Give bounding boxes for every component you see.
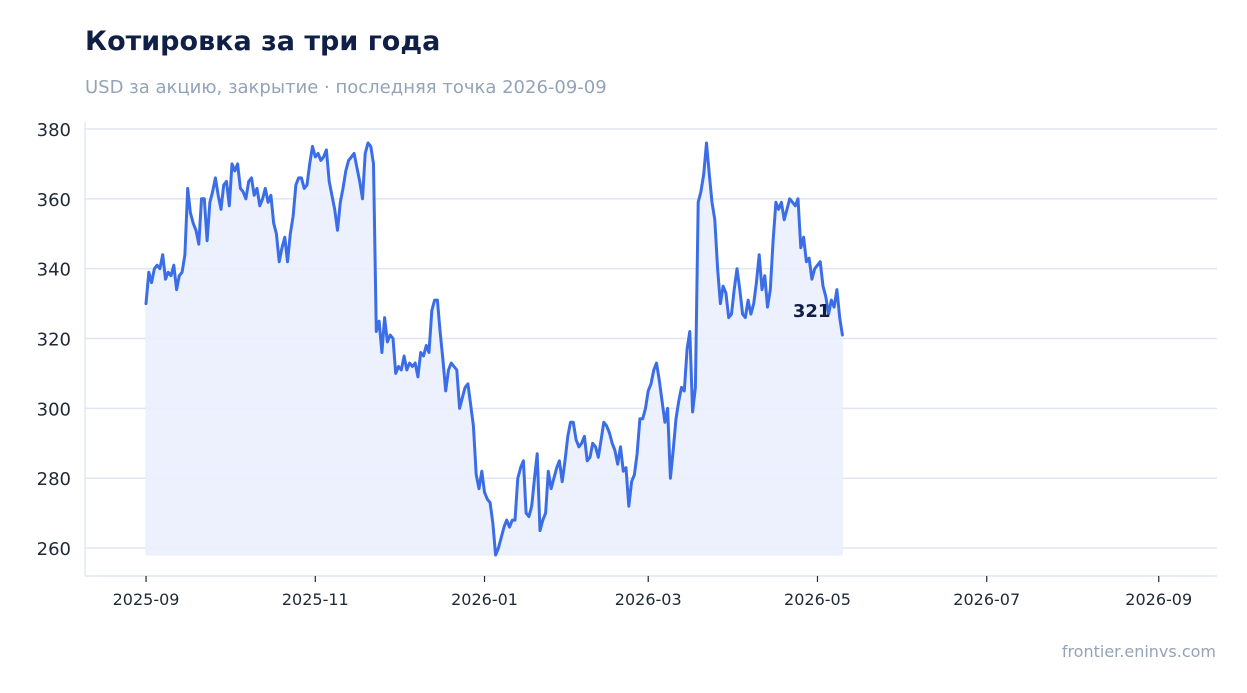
y-tick-label-260: 260 [37, 539, 71, 560]
y-tick-label-300: 300 [37, 399, 71, 420]
y-tick-label-380: 380 [37, 120, 71, 141]
y-axis-ticks: 260 280 300 320 340 360 380 [37, 120, 71, 560]
line-layer [144, 141, 844, 557]
x-tick-label-2026-05: 2026-05 [784, 590, 851, 609]
chart-subtitle: USD за акцию, закрытие · последняя точка… [85, 77, 607, 98]
last-value-label: 321 [793, 301, 831, 322]
x-tick-label-2026-03: 2026-03 [615, 590, 682, 609]
series-area [145, 141, 843, 556]
series-line [144, 141, 844, 557]
area-layer [145, 141, 843, 556]
x-tick-label-2026-01: 2026-01 [451, 590, 518, 609]
source-credit: frontier.eninvs.com [1061, 642, 1216, 661]
x-tick-label-2026-09: 2026-09 [1125, 590, 1192, 609]
x-tick-label-2026-07: 2026-07 [953, 590, 1020, 609]
axes [84, 122, 1217, 577]
chart-title: Котировка за три года [85, 26, 441, 57]
x-axis-ticks: 2025-09 2025-11 2026-01 2026-03 2026-05 2026-… [113, 576, 1192, 609]
y-tick-label-340: 340 [37, 260, 71, 281]
y-tick-label-360: 360 [37, 190, 71, 211]
y-tick-label-280: 280 [37, 469, 71, 490]
y-tick-label-320: 320 [37, 330, 71, 351]
x-tick-label-2025-09: 2025-09 [113, 590, 180, 609]
x-tick-label-2025-11: 2025-11 [282, 590, 349, 609]
